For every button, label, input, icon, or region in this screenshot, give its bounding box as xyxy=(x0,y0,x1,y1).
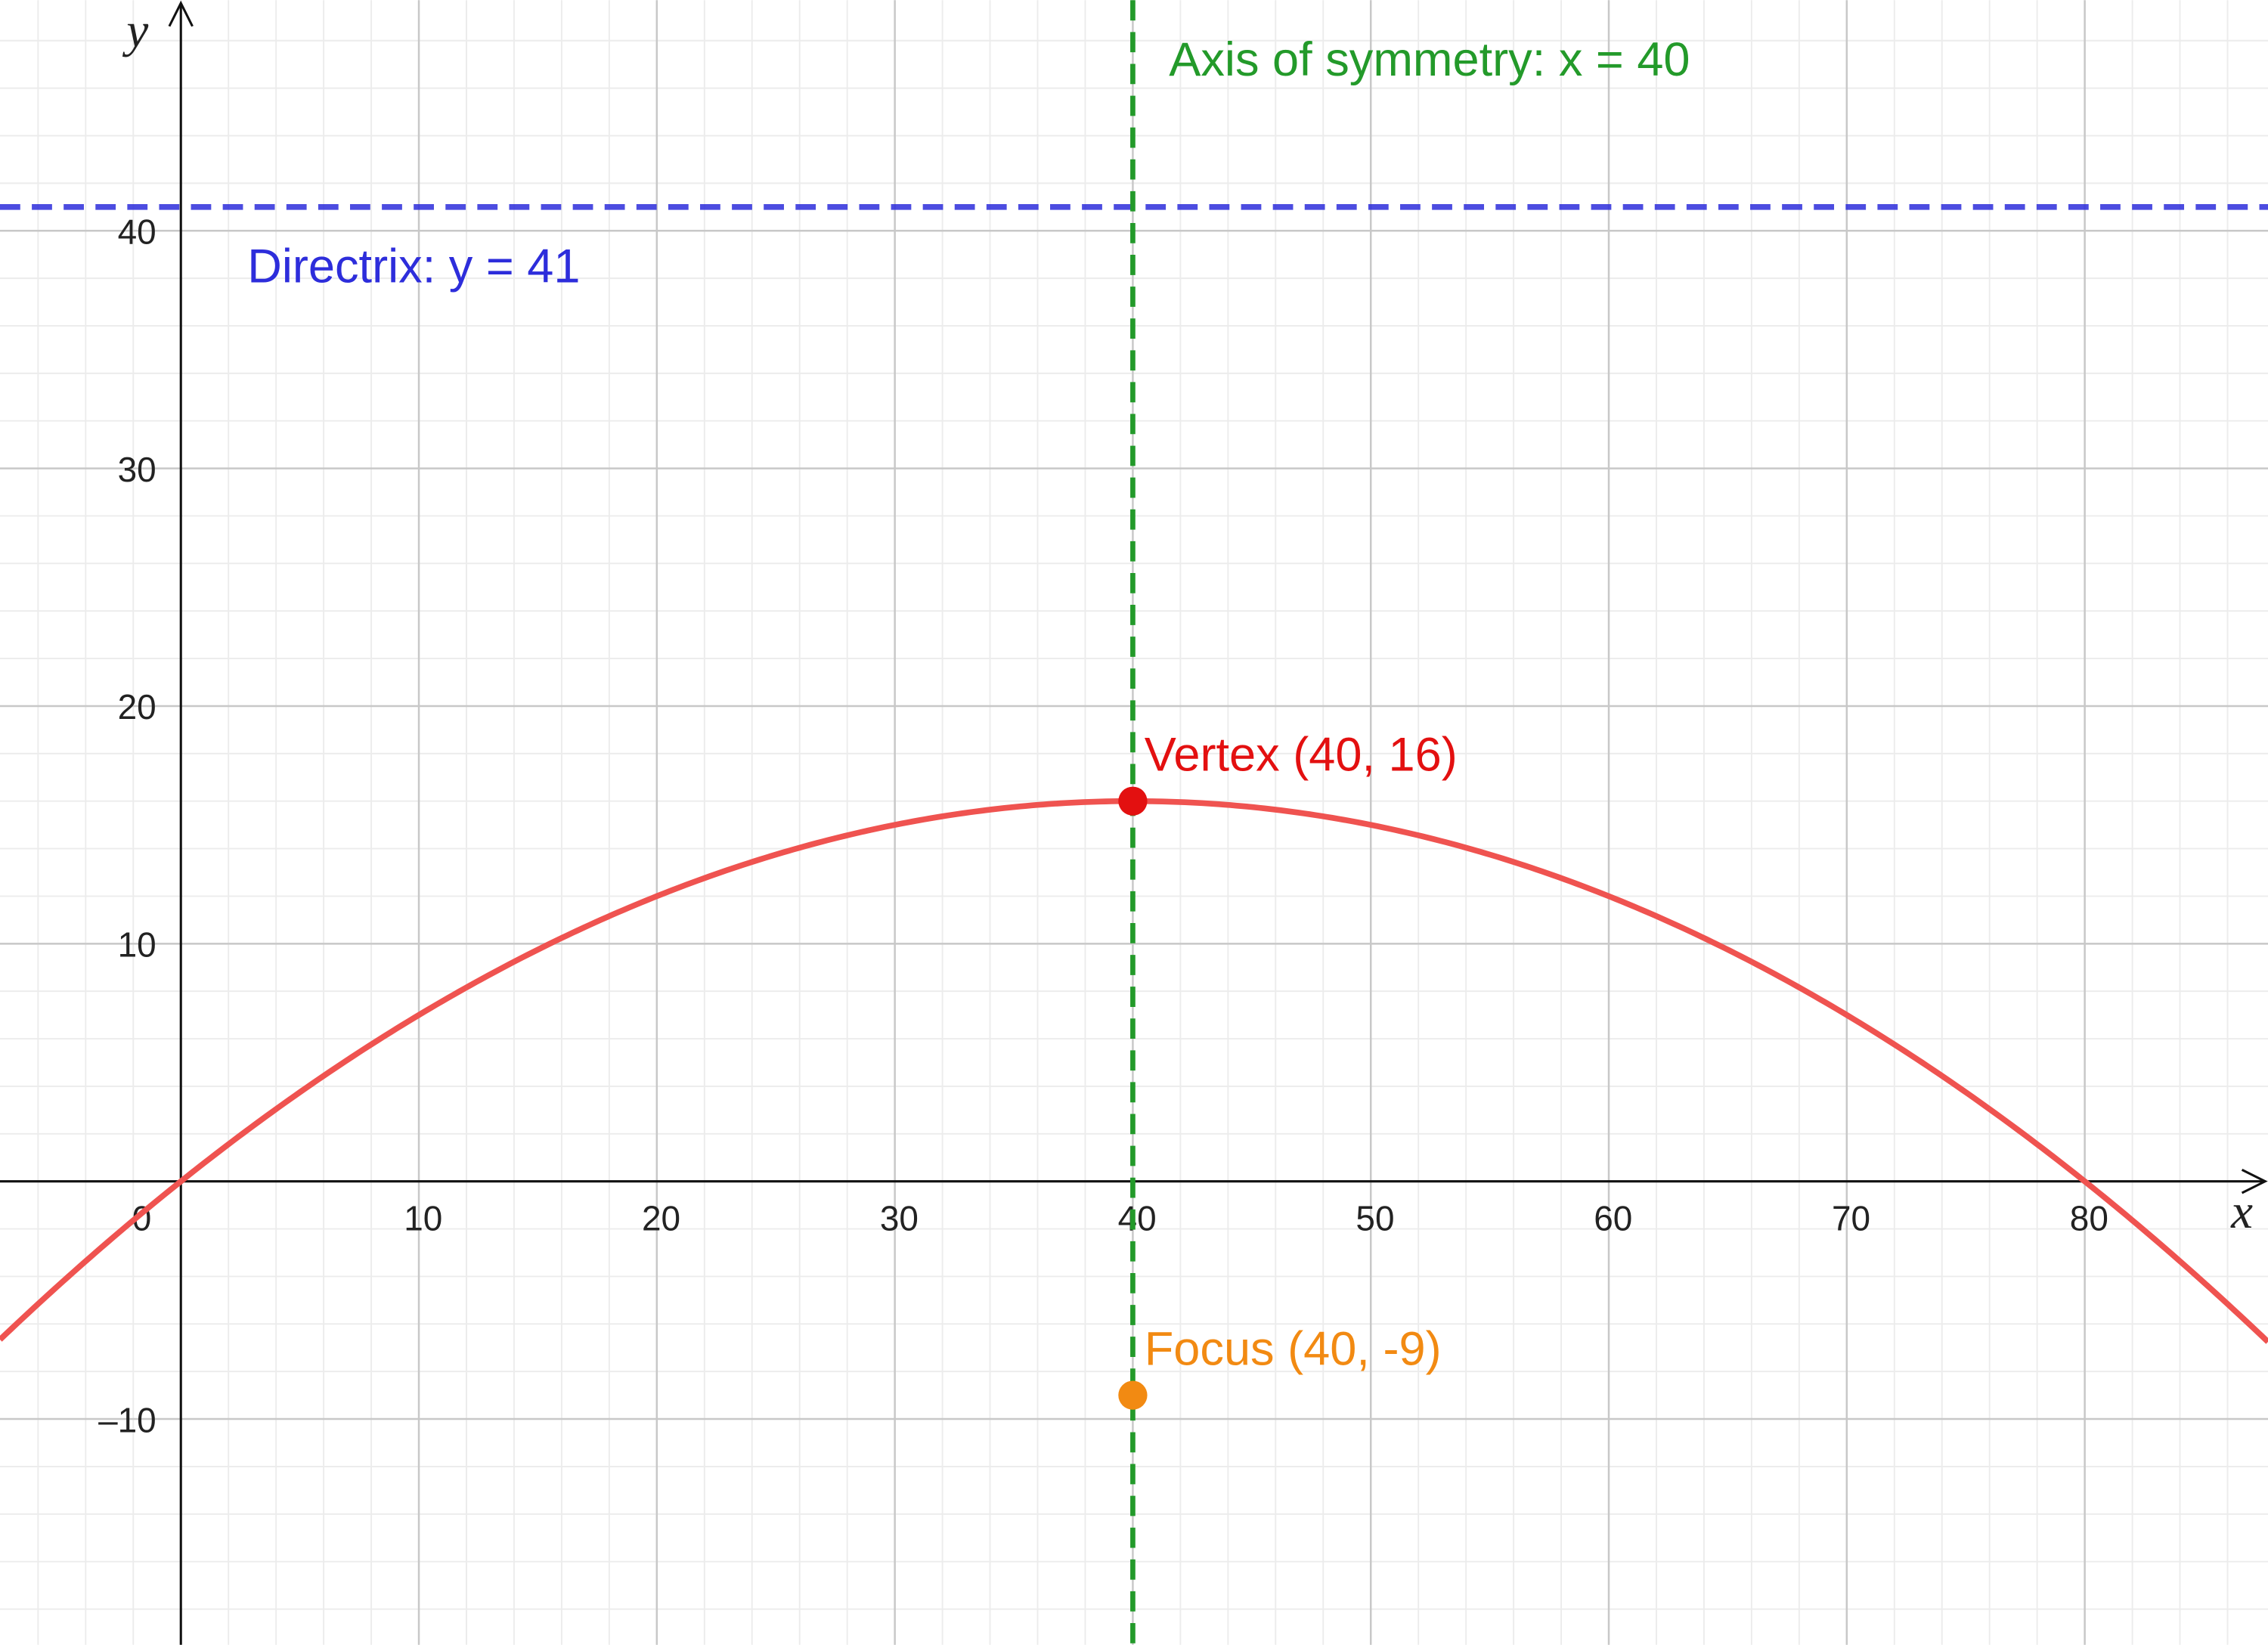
y-tick-label: 10 xyxy=(118,925,156,965)
y-axis-arrow xyxy=(168,0,194,27)
y-tick-label: 40 xyxy=(118,212,156,251)
x-tick-label: 80 xyxy=(2070,1199,2108,1238)
vertex-point xyxy=(1118,786,1148,816)
x-axis-label: x xyxy=(2230,1185,2253,1239)
x-tick-label: 60 xyxy=(1594,1199,1632,1238)
focus-label: Focus (40, -9) xyxy=(1145,1322,1442,1375)
x-tick-label: 30 xyxy=(880,1199,919,1238)
y-tick-label: 20 xyxy=(118,687,156,726)
x-tick-label: 20 xyxy=(642,1199,680,1238)
focus-point xyxy=(1118,1380,1148,1410)
directrix-label: Directrix: y = 41 xyxy=(247,240,580,293)
x-tick-label: 50 xyxy=(1356,1199,1394,1238)
x-axis-arrow xyxy=(2241,1169,2268,1194)
y-tick-label: 30 xyxy=(118,450,156,489)
x-tick-label: 70 xyxy=(1832,1199,1870,1238)
y-tick-label: –10 xyxy=(98,1400,156,1439)
y-axis-label: y xyxy=(122,4,148,58)
vertex-label: Vertex (40, 16) xyxy=(1145,729,1458,782)
axis-of-symmetry-label: Axis of symmetry: x = 40 xyxy=(1169,33,1690,86)
x-tick-label: 10 xyxy=(404,1199,442,1238)
x-tick-label: 40 xyxy=(1118,1199,1157,1238)
